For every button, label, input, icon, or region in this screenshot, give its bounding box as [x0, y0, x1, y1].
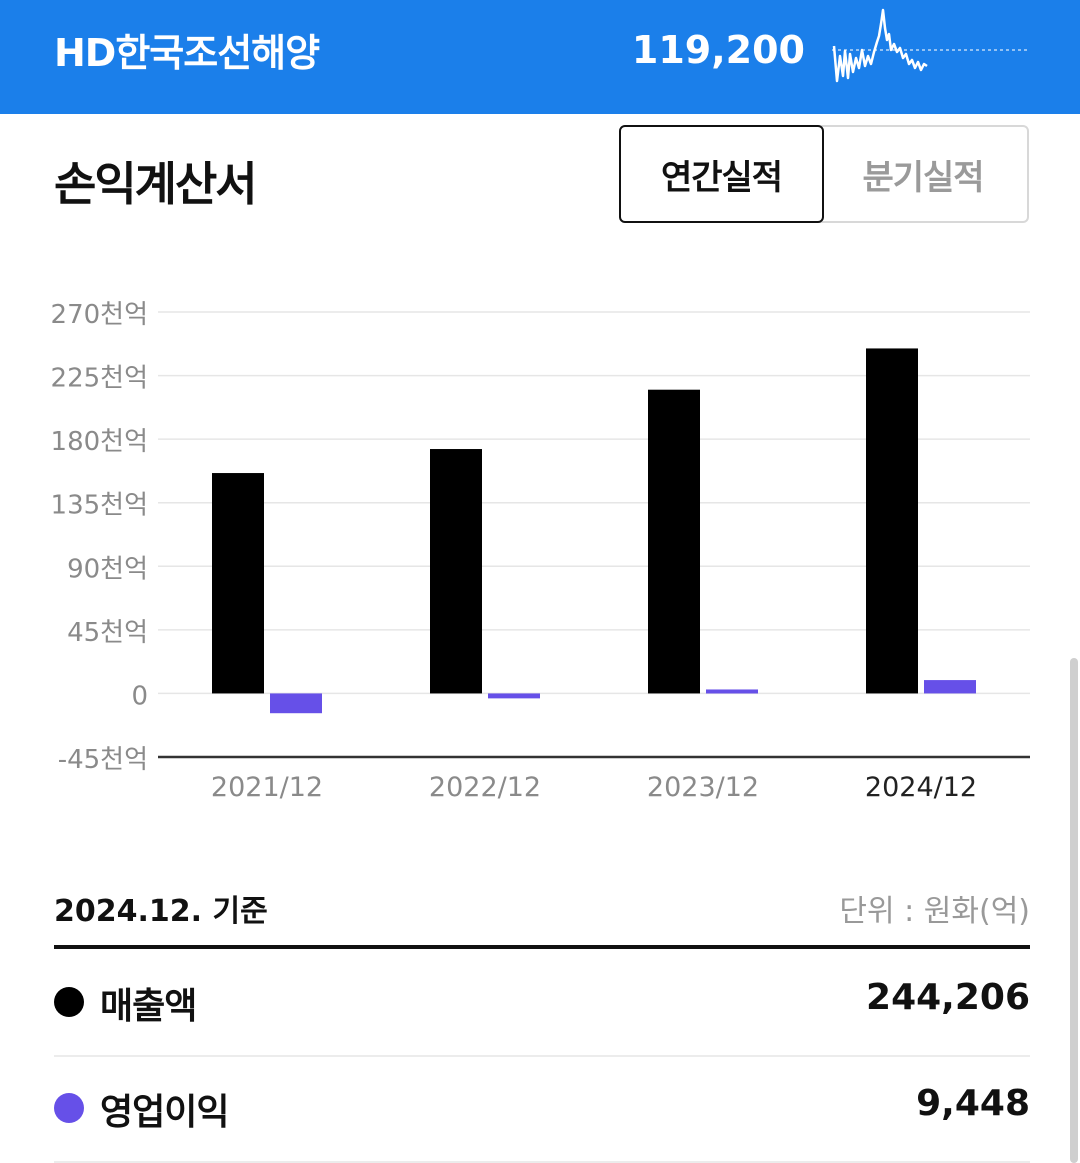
period-toggle: 연간실적 분기실적	[619, 125, 1029, 223]
y-tick-label: 180천억	[51, 427, 148, 457]
basis-row: 2024.12. 기준 단위 : 원화(억)	[54, 882, 1030, 930]
operating-profit-label: 영업이익	[100, 1092, 229, 1133]
summary-row-operating-profit[interactable]: 영업이익 9,448	[54, 1057, 1030, 1163]
tab-quarterly[interactable]: 분기실적	[819, 125, 1029, 223]
stock-name[interactable]: HD한국조선해양	[54, 31, 320, 75]
y-tick-label: 270천억	[51, 300, 148, 330]
revenue-bar	[430, 449, 482, 694]
y-tick-label: 225천억	[51, 364, 148, 394]
x-tick-label: 2023/12	[647, 772, 759, 803]
x-tick-label: 2021/12	[211, 772, 323, 803]
revenue-dot	[54, 987, 84, 1017]
revenue-value: 244,206	[866, 977, 1030, 1018]
operating-profit-bar	[924, 680, 976, 694]
sparkline-line	[832, 8, 928, 83]
basis-date: 2024.12. 기준	[54, 894, 268, 929]
revenue-bar	[648, 389, 700, 694]
stock-price: 119,200	[631, 28, 805, 72]
summary-divider	[54, 945, 1030, 949]
revenue-bar	[866, 348, 918, 694]
y-tick-label: -45천억	[58, 745, 148, 775]
operating-profit-value: 9,448	[916, 1083, 1030, 1124]
stock-header: HD한국조선해양 119,200	[0, 0, 1080, 114]
summary-row-revenue[interactable]: 매출액 244,206	[54, 951, 1030, 1057]
scrollbar[interactable]	[1070, 658, 1078, 1163]
y-tick-label: 45천억	[67, 618, 148, 648]
revenue-bar	[212, 473, 264, 694]
income-chart: 270천억 225천억 180천억 135천억 90천억 45천억 0 -45천억 2021/1…	[51, 300, 1030, 803]
x-tick-label: 2022/12	[429, 772, 541, 803]
price-sparkline	[832, 8, 1028, 83]
y-tick-label: 135천억	[51, 491, 148, 521]
unit-label: 단위 : 원화(억)	[839, 894, 1030, 929]
revenue-label: 매출액	[100, 986, 197, 1027]
operating-profit-bar	[270, 693, 322, 714]
operating-profit-bar	[488, 693, 540, 699]
x-tick-label: 2024/12	[865, 772, 977, 803]
operating-profit-bar	[706, 689, 758, 694]
tab-annual[interactable]: 연간실적	[619, 125, 824, 223]
y-tick-label: 90천억	[67, 554, 148, 584]
y-tick-label: 0	[131, 681, 148, 711]
operating-profit-dot	[54, 1093, 84, 1123]
section-title: 손익계산서	[54, 157, 258, 211]
